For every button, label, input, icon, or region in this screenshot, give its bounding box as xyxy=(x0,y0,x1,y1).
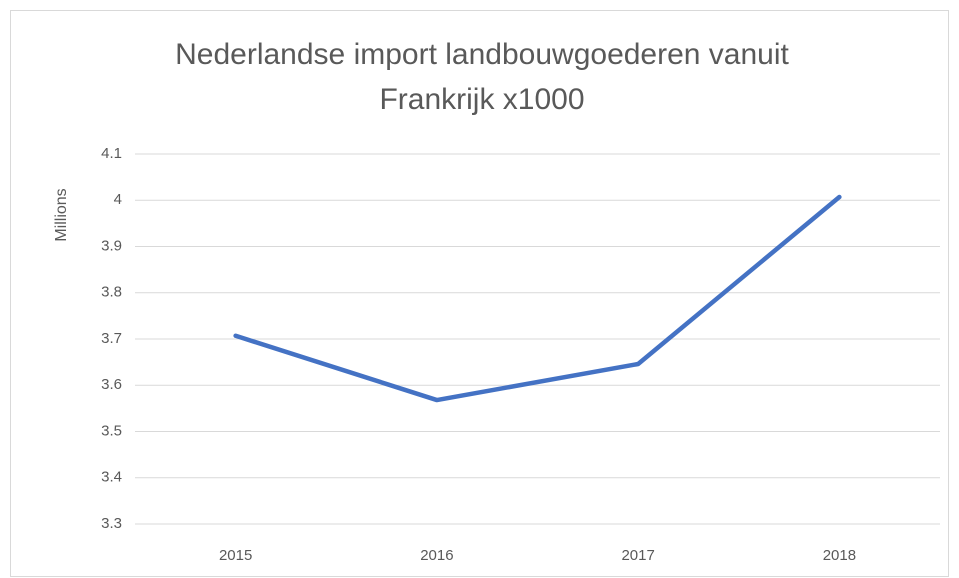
x-tick-label: 2018 xyxy=(823,547,856,564)
chart-border xyxy=(10,10,949,577)
y-tick-label: 3.8 xyxy=(101,284,122,301)
y-tick-label: 3.7 xyxy=(101,330,122,347)
chart-title: Nederlandse import landbouwgoederen vanu… xyxy=(175,38,789,71)
chart-title: Frankrijk x1000 xyxy=(379,83,584,116)
x-tick-label: 2015 xyxy=(219,547,252,564)
y-tick-label: 3.3 xyxy=(101,515,122,532)
y-tick-label: 3.9 xyxy=(101,237,122,254)
y-axis-label: Millions xyxy=(53,188,70,241)
data-line xyxy=(233,194,842,403)
x-tick-label: 2016 xyxy=(420,547,453,564)
y-tick-label: 3.5 xyxy=(101,422,122,439)
y-tick-label: 3.4 xyxy=(101,469,122,486)
x-tick-label: 2017 xyxy=(621,547,654,564)
y-tick-label: 4 xyxy=(114,191,122,208)
y-tick-label: 4.1 xyxy=(101,145,122,162)
y-tick-label: 3.6 xyxy=(101,376,122,393)
